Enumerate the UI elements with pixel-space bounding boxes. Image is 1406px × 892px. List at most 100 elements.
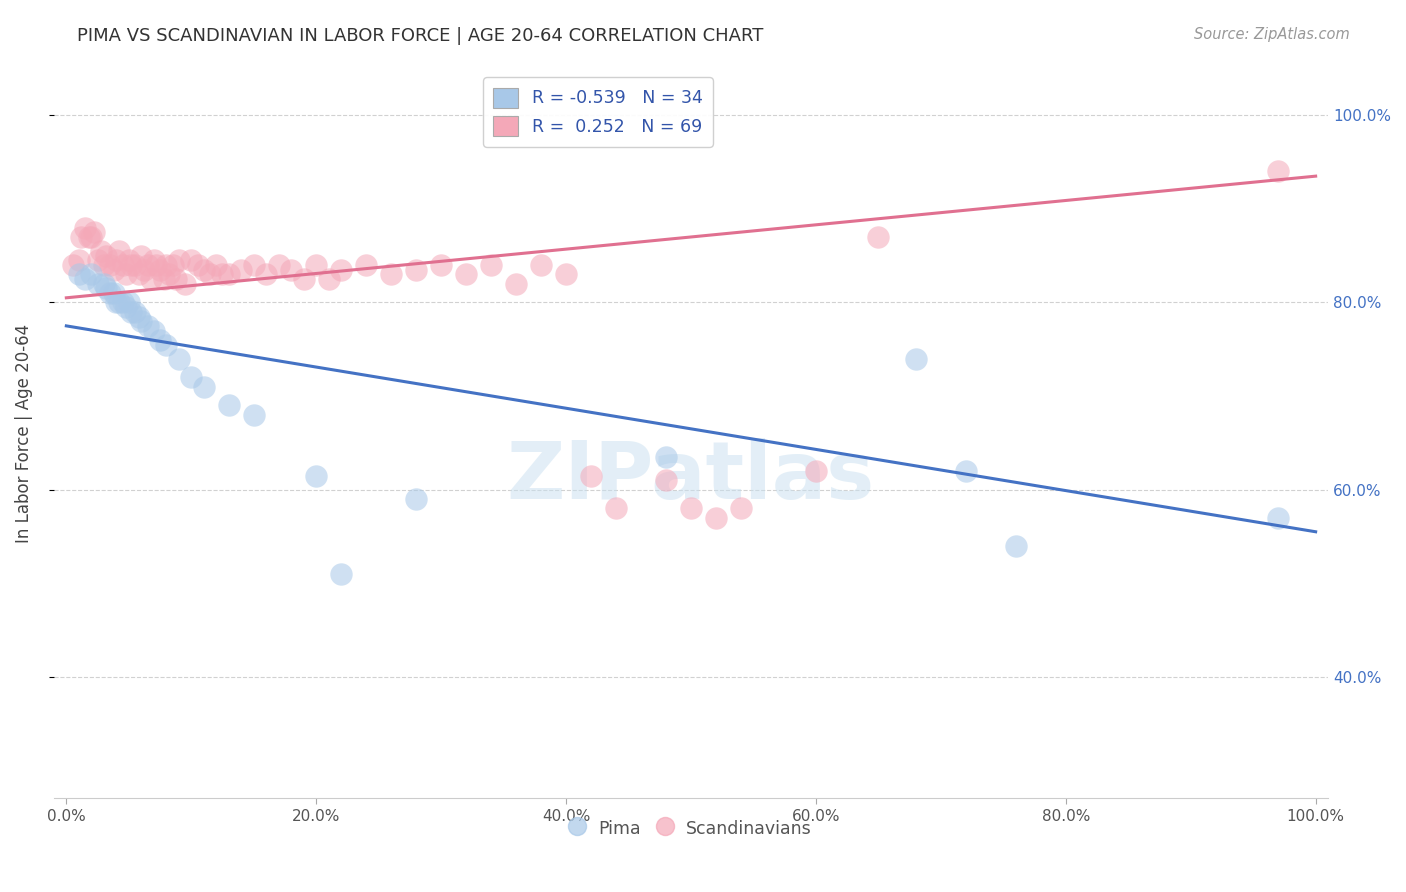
Point xyxy=(354,258,377,272)
Point xyxy=(605,501,627,516)
Point xyxy=(330,262,353,277)
Point xyxy=(70,230,93,244)
Point xyxy=(405,491,427,506)
Point xyxy=(165,272,187,286)
Point xyxy=(111,295,134,310)
Point xyxy=(149,262,172,277)
Point xyxy=(1267,510,1289,524)
Point xyxy=(128,310,150,324)
Point xyxy=(75,272,97,286)
Point xyxy=(155,258,177,272)
Point xyxy=(77,230,100,244)
Point xyxy=(118,295,141,310)
Point xyxy=(405,262,427,277)
Point xyxy=(242,408,264,422)
Point xyxy=(904,351,927,366)
Point xyxy=(193,262,215,277)
Point xyxy=(330,566,353,581)
Point xyxy=(124,305,146,319)
Point xyxy=(107,244,129,258)
Point xyxy=(93,258,115,272)
Point xyxy=(157,268,180,282)
Point xyxy=(142,324,165,338)
Point xyxy=(93,277,115,291)
Point xyxy=(120,258,142,272)
Point xyxy=(231,262,253,277)
Point xyxy=(120,305,142,319)
Point xyxy=(132,262,155,277)
Point xyxy=(105,295,128,310)
Point xyxy=(105,253,128,268)
Point xyxy=(267,258,290,272)
Point xyxy=(111,258,134,272)
Point xyxy=(655,473,678,487)
Text: Source: ZipAtlas.com: Source: ZipAtlas.com xyxy=(1194,27,1350,42)
Point xyxy=(479,258,502,272)
Legend: Pima, Scandinavians: Pima, Scandinavians xyxy=(564,812,818,845)
Point xyxy=(280,262,302,277)
Point xyxy=(162,258,184,272)
Point xyxy=(218,399,240,413)
Text: ZIPatlas: ZIPatlas xyxy=(506,438,875,516)
Point xyxy=(124,258,146,272)
Point xyxy=(83,225,105,239)
Point xyxy=(80,230,103,244)
Point xyxy=(530,258,553,272)
Point xyxy=(136,258,159,272)
Point xyxy=(103,286,125,301)
Point xyxy=(96,281,118,295)
Point xyxy=(107,295,129,310)
Point xyxy=(90,244,112,258)
Y-axis label: In Labor Force | Age 20-64: In Labor Force | Age 20-64 xyxy=(15,324,32,543)
Point xyxy=(292,272,315,286)
Point xyxy=(129,314,152,328)
Point xyxy=(67,253,90,268)
Point xyxy=(505,277,527,291)
Point xyxy=(242,258,264,272)
Point xyxy=(103,262,125,277)
Point xyxy=(129,249,152,263)
Point xyxy=(193,380,215,394)
Point xyxy=(167,351,190,366)
Point xyxy=(75,220,97,235)
Point xyxy=(655,450,678,464)
Point xyxy=(679,501,702,516)
Point xyxy=(218,268,240,282)
Point xyxy=(96,249,118,263)
Point xyxy=(1267,164,1289,178)
Point xyxy=(456,268,478,282)
Point xyxy=(430,258,453,272)
Point xyxy=(205,258,228,272)
Point xyxy=(579,468,602,483)
Point xyxy=(730,501,752,516)
Point xyxy=(704,510,727,524)
Point xyxy=(180,370,202,384)
Point xyxy=(80,268,103,282)
Point xyxy=(145,258,167,272)
Point xyxy=(305,258,328,272)
Point xyxy=(186,258,208,272)
Point xyxy=(115,300,138,314)
Point xyxy=(555,268,578,282)
Text: PIMA VS SCANDINAVIAN IN LABOR FORCE | AGE 20-64 CORRELATION CHART: PIMA VS SCANDINAVIAN IN LABOR FORCE | AG… xyxy=(77,27,763,45)
Point xyxy=(305,468,328,483)
Point xyxy=(804,464,827,478)
Point xyxy=(98,258,121,272)
Point xyxy=(128,268,150,282)
Point xyxy=(115,268,138,282)
Point xyxy=(98,286,121,301)
Point xyxy=(955,464,977,478)
Point xyxy=(155,337,177,351)
Point xyxy=(180,253,202,268)
Point xyxy=(86,277,108,291)
Point xyxy=(174,277,197,291)
Point xyxy=(380,268,402,282)
Point xyxy=(67,268,90,282)
Point xyxy=(152,272,174,286)
Point xyxy=(149,333,172,347)
Point xyxy=(167,253,190,268)
Point xyxy=(86,253,108,268)
Point xyxy=(198,268,221,282)
Point xyxy=(1004,539,1026,553)
Point xyxy=(211,268,233,282)
